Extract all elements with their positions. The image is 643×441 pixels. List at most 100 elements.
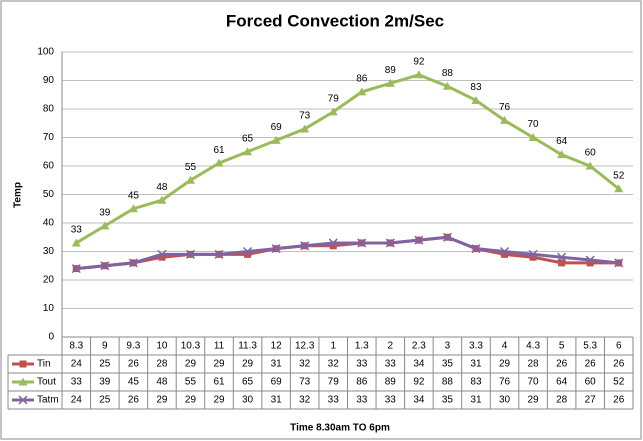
- y-tick-label: 40: [43, 218, 55, 229]
- x-tick-label: 11.3: [238, 341, 257, 352]
- table-cell: 45: [128, 377, 140, 388]
- point: [558, 259, 566, 267]
- x-tick-label: 11: [214, 341, 225, 352]
- data-label: 83: [470, 82, 482, 93]
- data-label: 70: [528, 119, 540, 130]
- point: [158, 253, 166, 261]
- x-tick-label: 5: [559, 341, 565, 352]
- point: [243, 147, 253, 156]
- point: [557, 252, 567, 262]
- x-tick-label: 4: [502, 341, 508, 352]
- table-cell: 29: [213, 395, 225, 406]
- data-label: 52: [613, 170, 625, 181]
- legend-marker: [19, 360, 27, 368]
- data-label: 86: [356, 74, 368, 85]
- table-cell: 32: [328, 359, 340, 370]
- point: [214, 158, 224, 167]
- table-cell: 33: [356, 395, 368, 406]
- series-line: [75, 73, 620, 245]
- point: [385, 238, 395, 248]
- table-cell: 26: [613, 395, 625, 406]
- table-cell: 69: [271, 377, 283, 388]
- point: [329, 242, 337, 250]
- table-cell: 60: [585, 377, 597, 388]
- point: [271, 135, 281, 144]
- table-cell: 25: [99, 395, 111, 406]
- point: [385, 78, 395, 87]
- chart-title: Forced Convection 2m/Sec: [226, 11, 444, 30]
- point: [471, 95, 481, 104]
- data-label: 61: [213, 145, 225, 156]
- point: [185, 249, 196, 259]
- table-cell: 61: [213, 377, 225, 388]
- y-tick-label: 70: [43, 132, 55, 143]
- table-cell: 33: [71, 377, 83, 388]
- point: [71, 264, 81, 274]
- table-cell: 70: [528, 377, 540, 388]
- table-cell: 28: [528, 359, 540, 370]
- table-cell: 89: [385, 377, 397, 388]
- point: [71, 238, 81, 247]
- table-cell: 33: [385, 359, 397, 370]
- table-cell: 25: [99, 359, 111, 370]
- table-cell: 34: [413, 359, 425, 370]
- y-tick-label: 80: [43, 104, 55, 115]
- table-cell: 88: [442, 377, 454, 388]
- legend-label: Tin: [37, 359, 51, 370]
- table-cell: 28: [156, 359, 168, 370]
- y-tick-label: 90: [43, 75, 55, 86]
- table-cell: 32: [299, 359, 311, 370]
- point: [185, 175, 195, 184]
- table-cell: 29: [185, 359, 197, 370]
- table-cell: 39: [99, 377, 111, 388]
- x-tick-label: 4.3: [526, 341, 540, 352]
- x-tick-label: 3: [445, 341, 451, 352]
- table-cell: 32: [299, 395, 311, 406]
- data-label: 60: [585, 148, 597, 159]
- x-tick-label: 10.3: [181, 341, 201, 352]
- table-cell: 48: [156, 377, 168, 388]
- table-cell: 52: [613, 377, 625, 388]
- table-cell: 31: [271, 359, 283, 370]
- data-label: 65: [242, 133, 254, 144]
- point: [585, 255, 595, 265]
- x-tick-label: 3.3: [469, 341, 483, 352]
- x-tick-label: 5.3: [583, 341, 597, 352]
- y-tick-label: 60: [43, 161, 55, 172]
- y-tick-label: 0: [48, 332, 54, 343]
- point: [357, 238, 367, 248]
- table-cell: 29: [156, 395, 168, 406]
- point: [300, 241, 310, 251]
- table-cell: 34: [413, 395, 425, 406]
- x-tick-label: 9.3: [126, 341, 140, 352]
- table-cell: 28: [556, 395, 568, 406]
- y-axis-label: Temp: [13, 182, 24, 208]
- table-cell: 79: [328, 377, 340, 388]
- y-tick-label: 20: [43, 275, 55, 286]
- point: [100, 261, 110, 271]
- point: [414, 70, 424, 79]
- point: [100, 221, 110, 230]
- data-label: 92: [413, 56, 425, 67]
- table-cell: 73: [299, 377, 311, 388]
- table-cell: 76: [499, 377, 511, 388]
- point: [243, 246, 253, 257]
- y-tick-label: 30: [43, 246, 55, 257]
- x-tick-label: 1: [330, 341, 336, 352]
- x-tick-label: 9: [102, 341, 108, 352]
- point: [128, 258, 138, 268]
- data-label: 64: [556, 136, 568, 147]
- point: [614, 184, 624, 193]
- legend-label: Tatm: [37, 395, 59, 406]
- x-tick-label: 6: [616, 341, 622, 352]
- point: [128, 204, 138, 213]
- point: [157, 249, 167, 259]
- point: [614, 258, 624, 268]
- table-cell: 86: [356, 377, 368, 388]
- table-cell: 83: [470, 377, 482, 388]
- data-label: 33: [71, 225, 83, 236]
- x-tick-label: 10: [156, 341, 168, 352]
- table-cell: 55: [185, 377, 197, 388]
- table-cell: 31: [470, 359, 482, 370]
- table-cell: 26: [556, 359, 568, 370]
